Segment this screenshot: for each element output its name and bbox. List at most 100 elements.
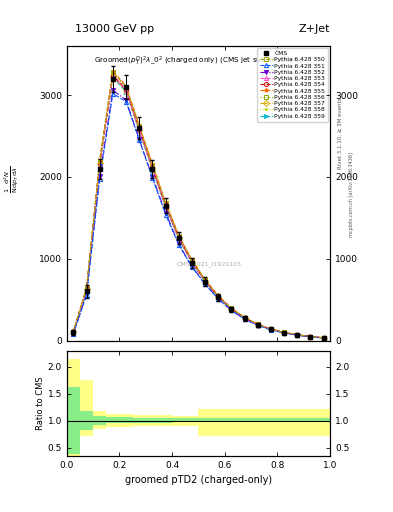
Pythia 6.428 350 bbox=[97, 158, 102, 164]
Pythia 6.428 353 bbox=[137, 126, 141, 133]
Text: Z+Jet: Z+Jet bbox=[299, 24, 330, 34]
Pythia 6.428 356 bbox=[124, 84, 129, 90]
Pythia 6.428 351 bbox=[203, 281, 208, 287]
Pythia 6.428 357 bbox=[255, 322, 260, 328]
Pythia 6.428 355 bbox=[268, 326, 273, 332]
Pythia 6.428 359 bbox=[163, 204, 168, 210]
Pythia 6.428 354 bbox=[124, 87, 129, 93]
Pythia 6.428 353 bbox=[97, 161, 102, 167]
Pythia 6.428 354 bbox=[150, 164, 155, 170]
Pythia 6.428 350 bbox=[229, 305, 234, 311]
Pythia 6.428 353 bbox=[110, 73, 115, 79]
Pythia 6.428 355 bbox=[255, 321, 260, 327]
Pythia 6.428 353 bbox=[268, 326, 273, 332]
Pythia 6.428 359 bbox=[150, 166, 155, 173]
Line: Pythia 6.428 354: Pythia 6.428 354 bbox=[71, 73, 326, 340]
Pythia 6.428 351 bbox=[242, 316, 247, 322]
Pythia 6.428 358 bbox=[282, 330, 286, 336]
Pythia 6.428 356 bbox=[295, 332, 299, 338]
Pythia 6.428 351 bbox=[189, 264, 194, 270]
Pythia 6.428 357 bbox=[229, 306, 234, 312]
Pythia 6.428 356 bbox=[268, 326, 273, 332]
Pythia 6.428 351 bbox=[255, 323, 260, 329]
Pythia 6.428 351 bbox=[150, 175, 155, 181]
Pythia 6.428 356 bbox=[308, 333, 313, 339]
Pythia 6.428 351 bbox=[295, 332, 299, 338]
Pythia 6.428 355 bbox=[71, 328, 76, 334]
Pythia 6.428 350 bbox=[189, 258, 194, 264]
Pythia 6.428 350 bbox=[295, 332, 299, 338]
Pythia 6.428 352 bbox=[321, 335, 326, 341]
Pythia 6.428 354 bbox=[268, 326, 273, 332]
Pythia 6.428 354 bbox=[321, 335, 326, 341]
Pythia 6.428 353 bbox=[321, 335, 326, 341]
Pythia 6.428 355 bbox=[282, 329, 286, 335]
Pythia 6.428 359 bbox=[282, 330, 286, 336]
Pythia 6.428 355 bbox=[150, 161, 155, 167]
Pythia 6.428 355 bbox=[321, 335, 326, 341]
Pythia 6.428 355 bbox=[163, 199, 168, 205]
Pythia 6.428 357 bbox=[176, 235, 181, 241]
Pythia 6.428 353 bbox=[124, 87, 129, 93]
Pythia 6.428 350 bbox=[84, 285, 89, 291]
Pythia 6.428 354 bbox=[229, 306, 234, 312]
Pythia 6.428 355 bbox=[189, 257, 194, 263]
Pythia 6.428 359 bbox=[137, 128, 141, 134]
Pythia 6.428 350 bbox=[255, 321, 260, 327]
Pythia 6.428 359 bbox=[229, 306, 234, 312]
Pythia 6.428 355 bbox=[97, 157, 102, 163]
Pythia 6.428 351 bbox=[124, 99, 129, 105]
Pythia 6.428 358 bbox=[203, 279, 208, 285]
Pythia 6.428 358 bbox=[216, 294, 220, 300]
Pythia 6.428 352 bbox=[110, 87, 115, 93]
Line: Pythia 6.428 358: Pythia 6.428 358 bbox=[71, 75, 326, 340]
Pythia 6.428 357 bbox=[150, 165, 155, 172]
Pythia 6.428 352 bbox=[97, 173, 102, 179]
Text: $\frac{1}{\mathrm{N}}\frac{\mathrm{d}^2N}{\mathrm{d}p_T\,\mathrm{d}\lambda}$: $\frac{1}{\mathrm{N}}\frac{\mathrm{d}^2N… bbox=[3, 165, 21, 193]
Pythia 6.428 351 bbox=[268, 327, 273, 333]
Pythia 6.428 351 bbox=[216, 296, 220, 302]
Line: Pythia 6.428 359: Pythia 6.428 359 bbox=[71, 75, 326, 340]
Pythia 6.428 359 bbox=[321, 335, 326, 341]
Pythia 6.428 352 bbox=[137, 136, 141, 142]
Pythia 6.428 353 bbox=[163, 203, 168, 209]
Pythia 6.428 354 bbox=[97, 160, 102, 166]
Pythia 6.428 359 bbox=[242, 315, 247, 322]
Pythia 6.428 356 bbox=[255, 321, 260, 327]
Line: Pythia 6.428 353: Pythia 6.428 353 bbox=[71, 74, 326, 340]
Pythia 6.428 356 bbox=[176, 233, 181, 239]
Pythia 6.428 351 bbox=[137, 137, 141, 143]
Pythia 6.428 356 bbox=[203, 277, 208, 283]
Pythia 6.428 352 bbox=[189, 264, 194, 270]
Pythia 6.428 356 bbox=[242, 314, 247, 321]
Pythia 6.428 352 bbox=[216, 295, 220, 302]
Pythia 6.428 357 bbox=[321, 335, 326, 341]
Pythia 6.428 355 bbox=[242, 314, 247, 321]
Pythia 6.428 352 bbox=[308, 334, 313, 340]
Pythia 6.428 359 bbox=[71, 329, 76, 335]
Pythia 6.428 357 bbox=[84, 286, 89, 292]
Pythia 6.428 359 bbox=[295, 332, 299, 338]
Pythia 6.428 352 bbox=[163, 209, 168, 216]
Pythia 6.428 357 bbox=[282, 330, 286, 336]
Pythia 6.428 352 bbox=[203, 281, 208, 287]
Pythia 6.428 354 bbox=[282, 329, 286, 335]
Pythia 6.428 350 bbox=[110, 69, 115, 75]
Pythia 6.428 358 bbox=[137, 127, 141, 134]
Pythia 6.428 351 bbox=[321, 335, 326, 341]
Pythia 6.428 353 bbox=[203, 278, 208, 284]
Pythia 6.428 353 bbox=[216, 293, 220, 300]
Pythia 6.428 351 bbox=[176, 242, 181, 248]
Line: Pythia 6.428 357: Pythia 6.428 357 bbox=[71, 74, 326, 340]
Pythia 6.428 358 bbox=[308, 333, 313, 339]
Pythia 6.428 354 bbox=[189, 259, 194, 265]
Pythia 6.428 357 bbox=[242, 315, 247, 321]
Pythia 6.428 354 bbox=[71, 329, 76, 335]
X-axis label: groomed pTD2 (charged-only): groomed pTD2 (charged-only) bbox=[125, 475, 272, 485]
Pythia 6.428 356 bbox=[110, 69, 115, 75]
Pythia 6.428 357 bbox=[163, 203, 168, 209]
Pythia 6.428 350 bbox=[308, 333, 313, 339]
Pythia 6.428 355 bbox=[295, 332, 299, 338]
Pythia 6.428 353 bbox=[176, 234, 181, 241]
Pythia 6.428 358 bbox=[97, 161, 102, 167]
